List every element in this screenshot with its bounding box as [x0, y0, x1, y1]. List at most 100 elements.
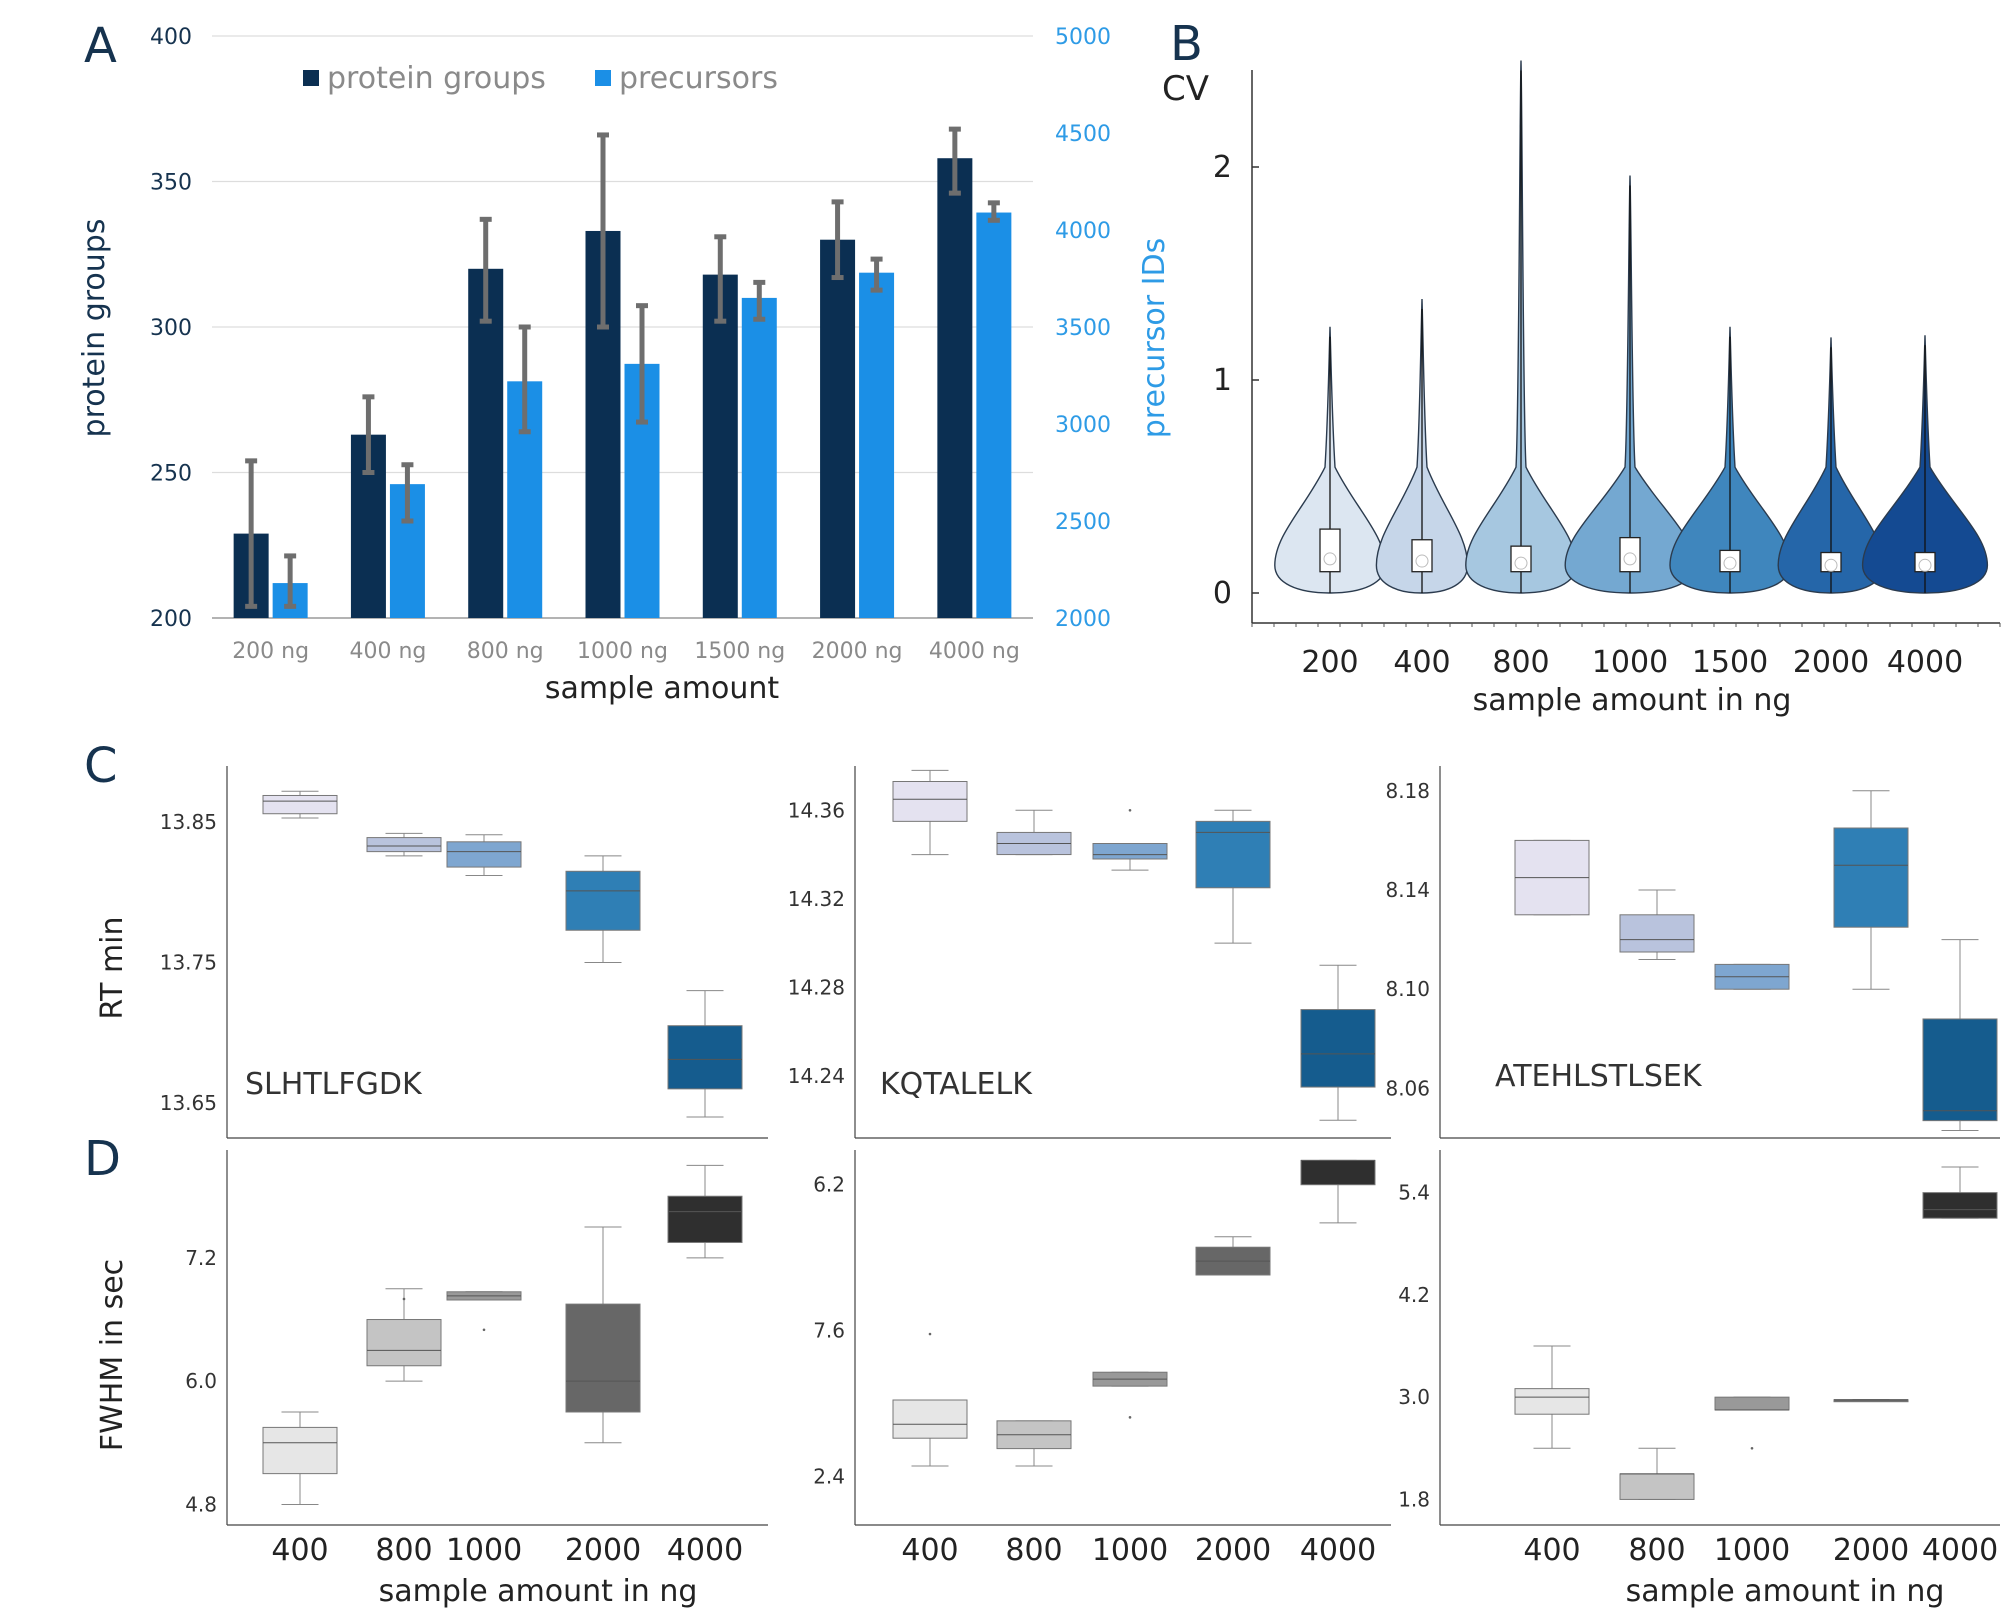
x-tick-label: 800 — [1005, 1533, 1062, 1568]
x-tick-label-b: 1500 — [1692, 645, 1768, 680]
box-iqr — [1300, 1159, 1376, 1186]
box-iqr — [446, 841, 522, 868]
x-tick-label: 400 — [1523, 1533, 1580, 1568]
box-iqr — [892, 1399, 968, 1439]
bar-protein-groups — [937, 158, 973, 618]
box-iqr — [366, 1319, 442, 1367]
outlier-point — [1128, 808, 1132, 812]
y-tick-label-right: 3500 — [1055, 316, 1111, 341]
x-tick-label: 1000 — [1092, 1533, 1168, 1568]
violin-median-dot — [1918, 558, 1932, 572]
y-tick-label: 8.18 — [1385, 779, 1430, 803]
y-axis-label: RT min — [95, 916, 130, 1019]
y-tick-label-right: 2000 — [1055, 607, 1111, 632]
y-tick-label-right: 4000 — [1055, 219, 1111, 244]
y-tick-label: 7.2 — [185, 1246, 217, 1270]
box-iqr — [667, 1195, 743, 1243]
y-tick-label-right: 5000 — [1055, 25, 1111, 50]
box-iqr — [262, 794, 338, 815]
panel-label-c: C — [84, 738, 118, 794]
panel-label-d: D — [84, 1131, 121, 1187]
y-tick-label-b: 0 — [1213, 576, 1232, 611]
y-tick-label-left: 300 — [150, 316, 192, 341]
box-iqr — [1619, 1473, 1695, 1500]
violin-median-dot — [1824, 558, 1838, 572]
bar-precursors — [859, 272, 895, 618]
legend-swatch-precursor — [595, 70, 611, 86]
outlier-point — [928, 1332, 932, 1336]
y-tick-label: 13.75 — [160, 951, 217, 975]
peptide-label: KQTALELK — [880, 1067, 1033, 1102]
box-chart-d3: 1.8 3.0 4.2 5.4 400 800 1000 2000 4000 sample amo… — [1398, 1150, 2000, 1609]
x-tick-label: 400 — [271, 1533, 328, 1568]
violin-median-dot — [1323, 552, 1337, 566]
outlier-point — [1128, 1416, 1132, 1419]
y-tick-label-left: 200 — [150, 607, 192, 632]
x-tick-label-a: 800 ng — [467, 639, 544, 664]
y-tick-label: 6.2 — [813, 1173, 845, 1197]
y-tick-label-right: 3000 — [1055, 413, 1111, 438]
y-tick-label: 14.32 — [788, 887, 845, 911]
x-tick-label: 4000 — [1300, 1533, 1376, 1568]
x-axis-label-b: sample amount in ng — [1473, 683, 1792, 718]
x-tick-label: 2000 — [1195, 1533, 1271, 1568]
violin-median-dot — [1623, 552, 1637, 566]
x-tick-label-a: 4000 ng — [929, 639, 1020, 664]
y-tick-label: 8.14 — [1385, 878, 1430, 902]
x-tick-label: 800 — [375, 1533, 432, 1568]
y-tick-label: 13.85 — [160, 810, 217, 834]
legend-swatch-protein — [303, 70, 319, 86]
box-chart-c3: 8.06 8.10 8.14 8.18 ATEHLSTLSEK — [1385, 766, 2000, 1139]
y-tick-label-right: 2500 — [1055, 510, 1111, 535]
y-tick-label: 4.8 — [185, 1492, 217, 1516]
x-tick-label-a: 400 ng — [349, 639, 426, 664]
violin-median-dot — [1723, 556, 1737, 570]
box-chart-d1: 4.8 6.0 7.2 400 800 1000 2000 4000 FWHM in sec sa… — [95, 1150, 768, 1609]
x-tick-label-b: 2000 — [1793, 645, 1869, 680]
outlier-point — [482, 1328, 486, 1332]
x-axis-label: sample amount in ng — [1626, 1574, 1945, 1609]
y-tick-label: 6.0 — [185, 1369, 217, 1393]
y-axis-label-right: precursor IDs — [1137, 238, 1172, 438]
x-axis-label: sample amount in ng — [379, 1574, 698, 1609]
y-tick-label: 14.28 — [788, 975, 845, 999]
box-chart-c1: 13.65 13.75 13.85 SLHTLFGDK RT min — [95, 766, 768, 1139]
peptide-label: SLHTLFGDK — [245, 1067, 423, 1102]
x-tick-label: 800 — [1628, 1533, 1685, 1568]
x-tick-label-b: 1000 — [1592, 645, 1668, 680]
y-tick-label: 2.4 — [813, 1464, 845, 1488]
outlier-point — [402, 1297, 406, 1301]
y-axis-label-left: protein groups — [77, 219, 112, 438]
peptide-label: ATEHLSTLSEK — [1495, 1059, 1703, 1094]
bar-protein-groups — [702, 274, 738, 618]
x-tick-label-b: 800 — [1492, 645, 1549, 680]
x-tick-label: 1000 — [1714, 1533, 1790, 1568]
bar-chart-a: 200 250 300 350 400 2000 2500 3000 3500 4000 4500 5… — [77, 25, 1172, 706]
box-iqr — [1300, 1009, 1376, 1088]
x-tick-label-b: 4000 — [1887, 645, 1963, 680]
y-tick-label: 8.06 — [1385, 1076, 1430, 1100]
x-tick-label: 1000 — [446, 1533, 522, 1568]
box-iqr — [1619, 914, 1695, 953]
y-tick-label-left: 400 — [150, 25, 192, 50]
y-tick-label: 14.24 — [788, 1064, 845, 1088]
bar-protein-groups — [468, 268, 504, 618]
violin-median-dot — [1514, 556, 1528, 570]
y-tick-label-left: 250 — [150, 462, 192, 487]
outlier-point — [1750, 1446, 1754, 1450]
box-iqr — [262, 1426, 338, 1475]
x-tick-label: 400 — [901, 1533, 958, 1568]
box-iqr — [1922, 1192, 1998, 1219]
y-axis-label-b: CV — [1162, 69, 1209, 109]
y-tick-label: 14.36 — [788, 798, 845, 822]
box-iqr — [565, 1303, 641, 1413]
legend-label-protein: protein groups — [327, 61, 546, 96]
x-tick-label-a: 200 ng — [232, 639, 309, 664]
x-tick-label-b: 200 — [1301, 645, 1358, 680]
box-iqr — [1514, 1388, 1590, 1415]
box-chart-c2: 14.24 14.28 14.32 14.36 KQTALELK — [788, 766, 1391, 1139]
panel-label-a: A — [84, 18, 117, 74]
y-tick-label-left: 350 — [150, 171, 192, 196]
violin-chart-b: 0 1 2 CV 200 400 800 1000 1500 2000 4000 sample amo… — [1162, 60, 2001, 718]
y-tick-label: 4.2 — [1398, 1283, 1430, 1307]
